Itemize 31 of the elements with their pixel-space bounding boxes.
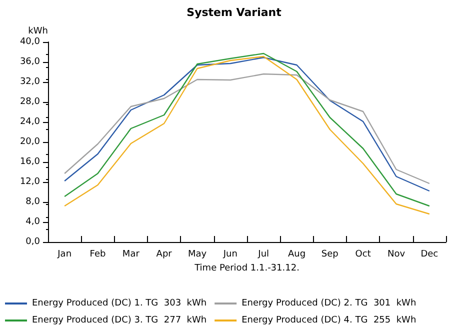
x-tick-label: Nov [387, 250, 406, 260]
legend-label: Energy Produced (DC) 4. TG 255 kWh [242, 316, 416, 326]
y-tick-label: 40,0 [20, 37, 40, 47]
x-tick-label: May [188, 250, 208, 260]
y-tick-label: 4,0 [26, 217, 40, 227]
y-tick-label: 0,0 [26, 237, 40, 247]
x-tick-label: Apr [156, 250, 172, 260]
chart-title: System Variant [186, 6, 282, 19]
y-tick-label: 24,0 [20, 117, 40, 127]
y-tick-label: 20,0 [20, 137, 40, 147]
x-tick-label: Dec [420, 250, 438, 260]
y-axis-title: kWh [28, 26, 48, 36]
legend-label: Energy Produced (DC) 1. TG 303 kWh [32, 298, 207, 308]
x-tick-label: Oct [355, 250, 372, 260]
x-tick-label: Jul [257, 250, 270, 260]
y-tick-label: 12,0 [20, 177, 40, 187]
x-tick-label: Feb [90, 250, 106, 260]
y-tick-label: 36,0 [20, 57, 40, 67]
x-axis-title: Time Period 1.1.-31.12. [194, 263, 300, 274]
y-tick-label: 28,0 [20, 97, 40, 107]
line-series [64, 73, 430, 184]
y-tick-label: 8,0 [26, 197, 40, 207]
x-tick-label: Jan [56, 250, 72, 260]
x-tick-label: Jun [222, 250, 238, 260]
x-tick-label: Aug [288, 250, 306, 260]
legend-label: Energy Produced (DC) 3. TG 277 kWh [32, 316, 207, 326]
legend-label: Energy Produced (DC) 2. TG 301 kWh [242, 298, 416, 308]
y-tick-label: 32,0 [20, 77, 40, 87]
y-tick-label: 16,0 [20, 157, 40, 167]
x-tick-label: Mar [122, 250, 140, 260]
x-tick-label: Sep [321, 250, 339, 260]
